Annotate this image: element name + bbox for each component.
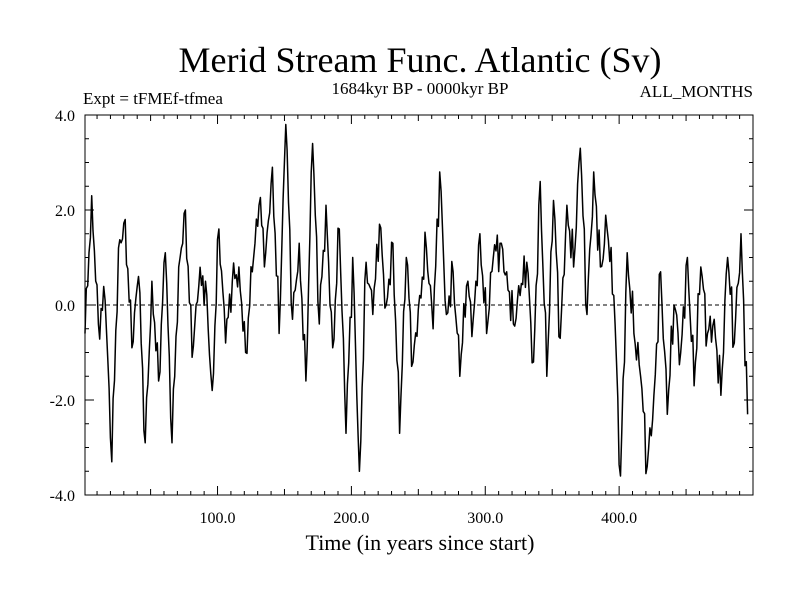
x-tick-label: 300.0 [467, 510, 503, 527]
x-tick-label: 400.0 [601, 510, 637, 527]
months-label: ALL_MONTHS [640, 82, 753, 101]
series-line [84, 123, 749, 477]
y-tick-label: 0.0 [55, 298, 75, 315]
plot-frame [84, 114, 754, 496]
period-label: 1684kyr BP - 0000kyr BP [332, 79, 509, 98]
x-tick-label: 200.0 [333, 510, 369, 527]
y-tick-label: 4.0 [55, 108, 75, 125]
experiment-label: Expt = tFMEf-tfmea [83, 89, 223, 108]
y-tick-label: 2.0 [55, 203, 75, 220]
y-tick-label: -4.0 [50, 488, 75, 505]
x-axis-label: Time (in years since start) [306, 530, 535, 555]
x-tick-label: 100.0 [200, 510, 236, 527]
x-axis-ticks: 100.0 200.0 300.0 400.0 [96, 115, 741, 527]
y-tick-label: -2.0 [50, 393, 75, 410]
chart-title: Merid Stream Func. Atlantic (Sv) [179, 40, 662, 80]
y-axis-ticks: -4.0 -2.0 0.0 2.0 4.0 [50, 108, 753, 505]
